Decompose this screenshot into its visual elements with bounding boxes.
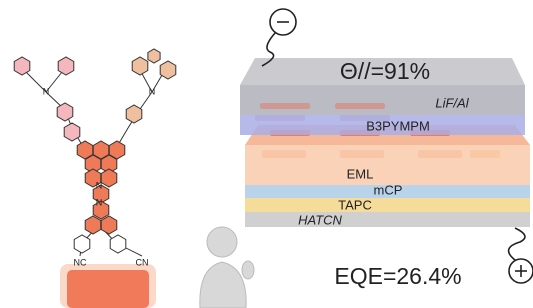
plus-wire [509,228,525,260]
figure-body [200,262,246,308]
layer-label: HATCN [298,212,342,227]
orientation-label: Θ//=91% [340,58,430,84]
atom-label: N [96,180,103,190]
pad [260,103,310,109]
ring [101,216,117,234]
graphical-abstract: Θ//=91% LiF/Al B3PYMPM EML mCP TAPC HATC… [0,0,533,308]
layer-label: EML [347,166,374,181]
ring [110,235,126,253]
atom-label: N [96,197,103,207]
ring [101,169,117,187]
layer-label: LiF/Al [435,95,469,110]
layer-label: mCP [374,182,403,197]
ring [126,105,142,123]
ring [57,103,73,121]
pad [335,103,385,109]
layer-label: TAPC [338,197,372,212]
atom-label: N [43,86,50,96]
eml-layer [245,145,530,185]
layer-label: B3PYMPM [366,118,430,133]
lower-stack [245,125,530,227]
atom-label: N [149,86,156,96]
figure-thumb [242,261,254,279]
figure-head [207,227,237,257]
ring [160,61,176,79]
ring [85,216,101,234]
ring [74,235,90,253]
atom-label: NC [74,257,87,267]
cathode-front [240,85,525,115]
eqe-label: EQE=26.4% [334,263,461,289]
atom-label: CN [136,257,149,267]
molecule [14,49,176,256]
ring [132,57,148,75]
page: {"device": {"top_label": "Θ//=91%", "lay… [0,0,533,308]
ring [64,123,80,141]
hatcn-layer [245,212,530,227]
ring [14,57,30,75]
ring [58,57,74,75]
emitter-bar [67,270,149,308]
ring [148,49,160,63]
tapc-layer [245,198,530,212]
figure [200,227,254,308]
